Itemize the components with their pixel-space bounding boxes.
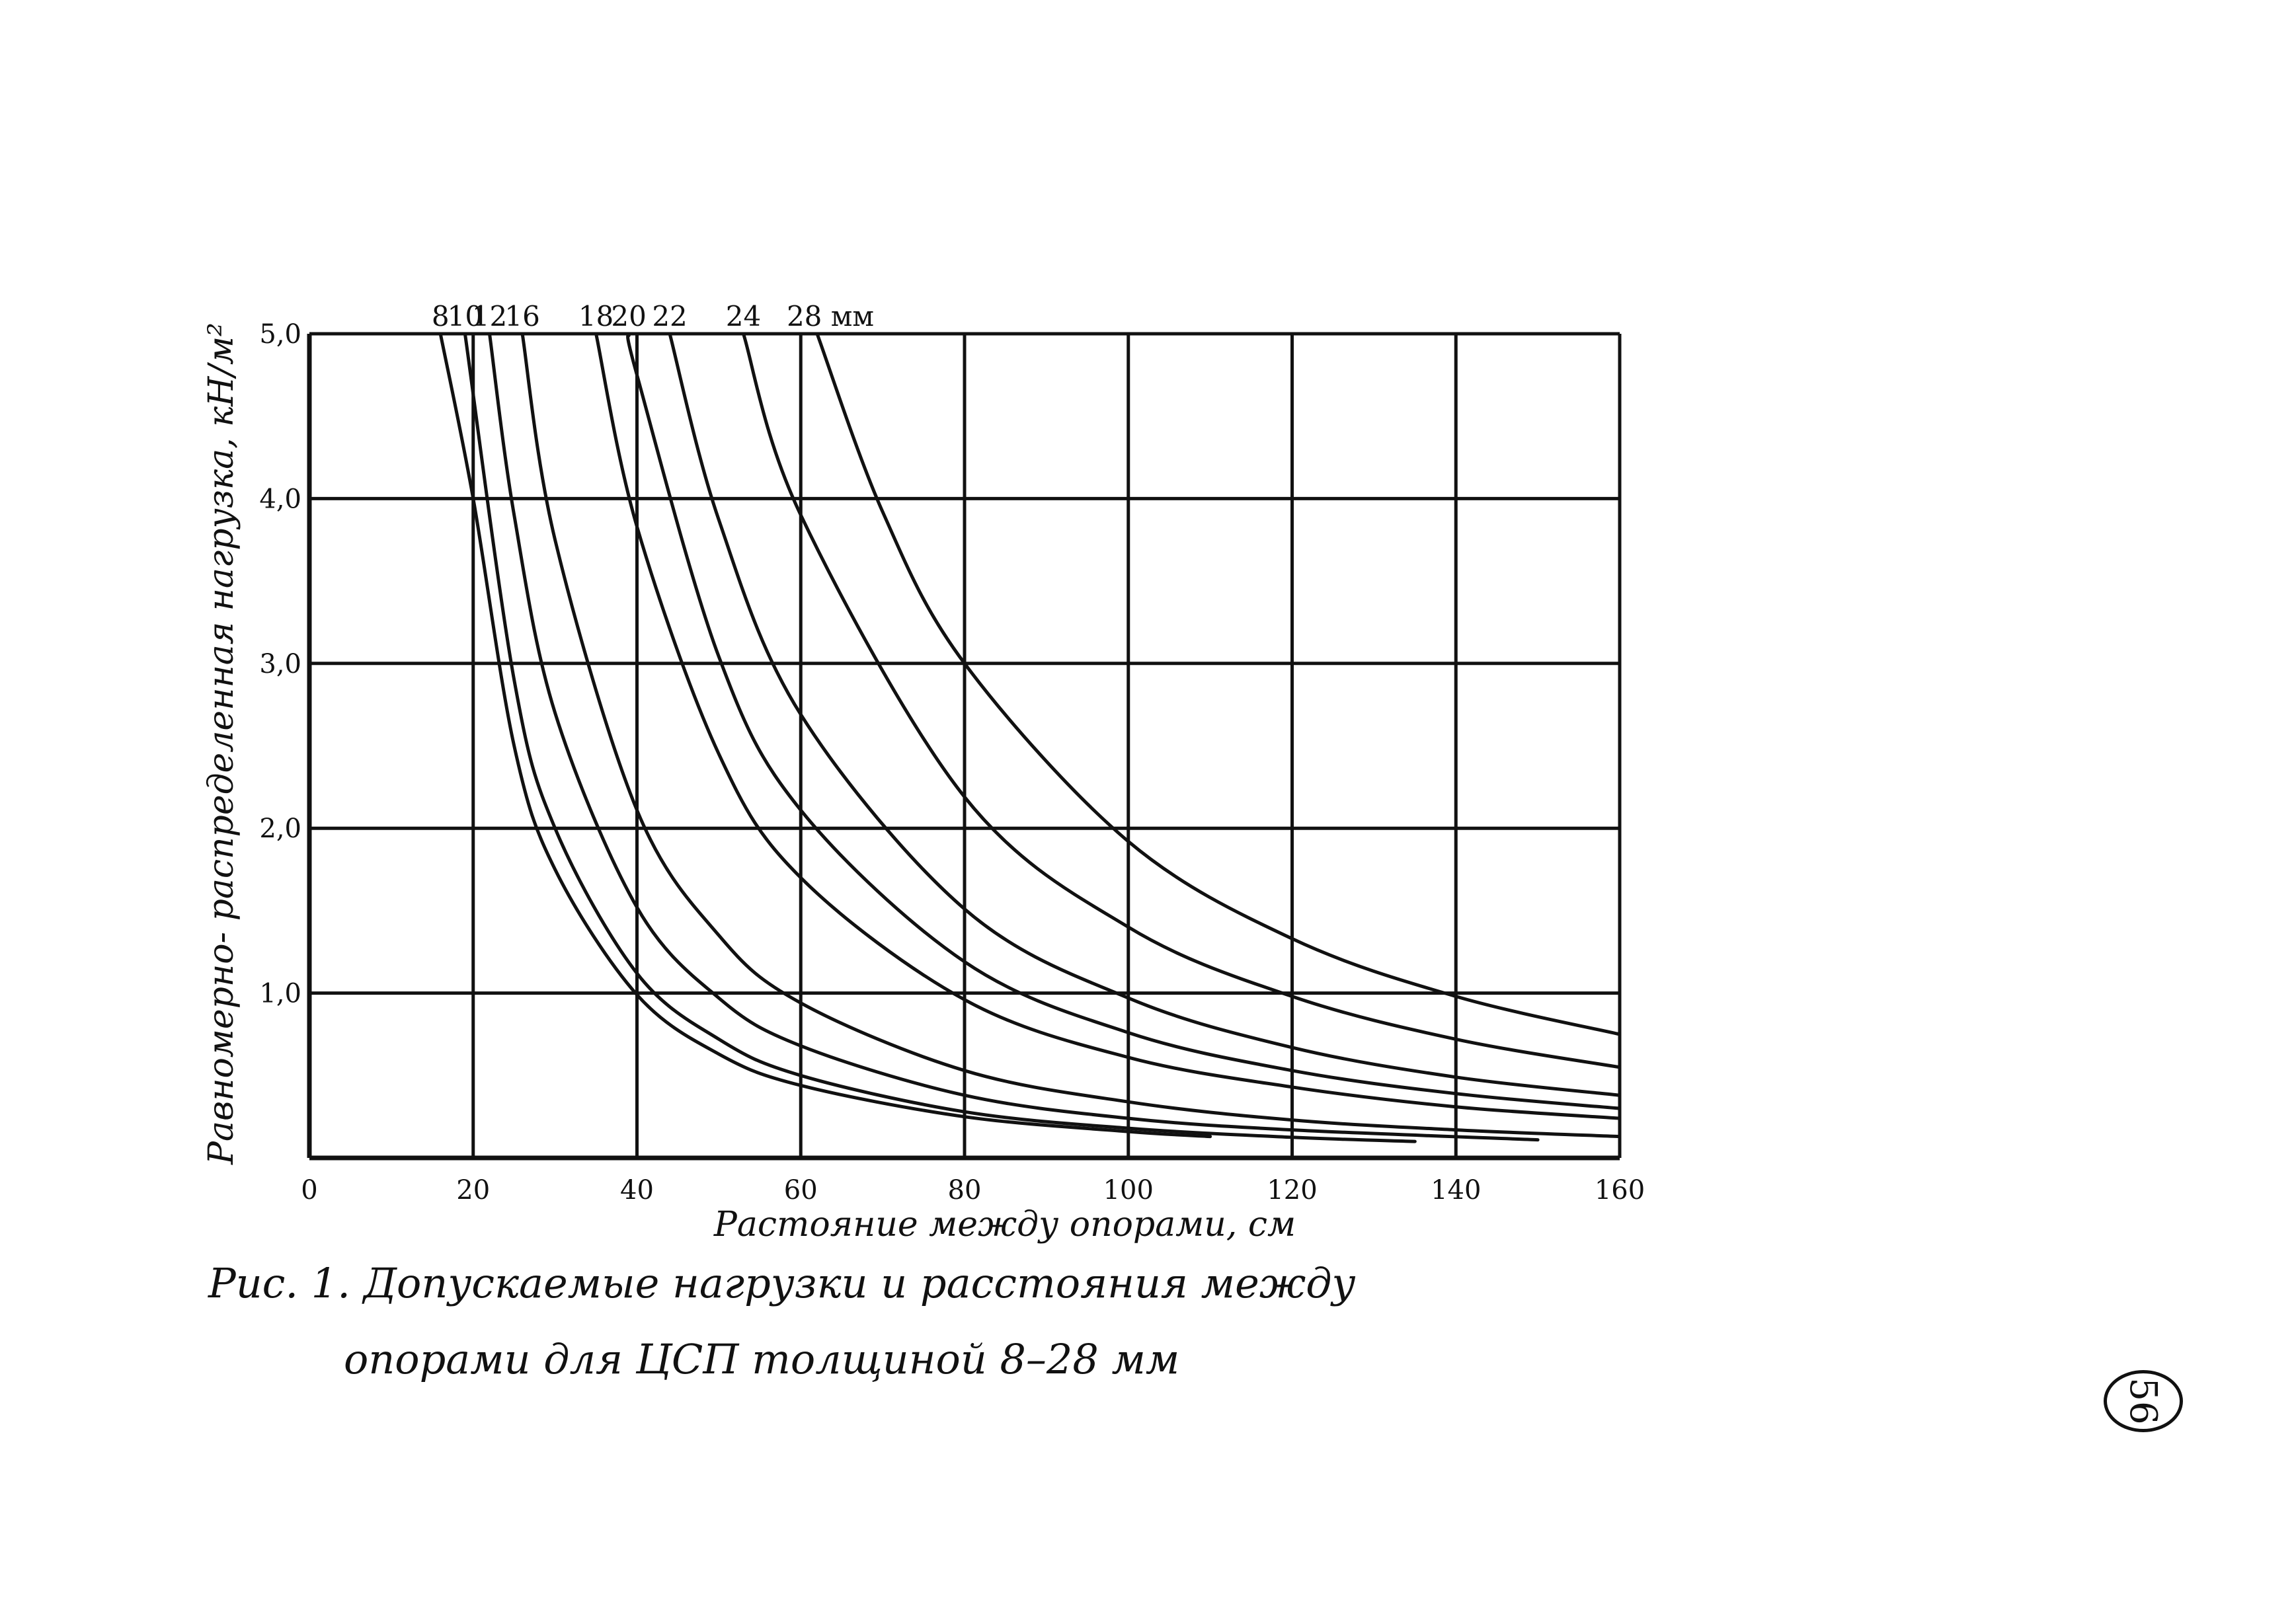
x-axis-title: Растояние между опорами, см bbox=[713, 1205, 1296, 1244]
figure-caption-line-2: опорами для ЦСП толщиной 8–28 мм bbox=[344, 1335, 1180, 1383]
series-line-9 bbox=[815, 332, 1622, 1036]
series-label-3: 12 bbox=[472, 300, 507, 332]
series-line-3 bbox=[488, 332, 1540, 1142]
series-line-1 bbox=[438, 332, 1212, 1139]
x-tick-label: 140 bbox=[1431, 1175, 1481, 1206]
series-line-7 bbox=[668, 332, 1622, 1097]
x-tick-label: 60 bbox=[784, 1175, 818, 1206]
x-tick-label: 0 bbox=[301, 1175, 317, 1206]
tick-labels: 0 20 40 60 80 100 120 140 160 5,0 4,0 3,0 2,0 1,0 bbox=[259, 319, 1645, 1206]
series-label-5: 18 bbox=[578, 300, 614, 332]
series-line-4 bbox=[520, 332, 1622, 1139]
x-tick-label: 80 bbox=[948, 1175, 982, 1206]
series-line-8 bbox=[742, 332, 1622, 1069]
curves bbox=[438, 332, 1622, 1143]
y-tick-label: 1,0 bbox=[259, 979, 301, 1009]
y-axis-title: Равномерно- распределенная нагрузка, кН/… bbox=[202, 323, 241, 1165]
series-label-6: 20 bbox=[611, 300, 646, 332]
y-tick-label: 5,0 bbox=[259, 319, 301, 350]
series-label-2: 10 bbox=[448, 300, 483, 332]
x-tick-label: 160 bbox=[1595, 1175, 1645, 1206]
y-tick-label: 2,0 bbox=[259, 814, 301, 844]
x-tick-label: 100 bbox=[1103, 1175, 1154, 1206]
series-label-8: 24 bbox=[726, 300, 761, 332]
series-line-6 bbox=[626, 332, 1622, 1110]
series-label-7: 22 bbox=[652, 300, 687, 332]
x-tick-label: 120 bbox=[1267, 1175, 1317, 1206]
y-tick-label: 4,0 bbox=[259, 484, 301, 514]
page-number: 56 bbox=[2104, 1370, 2183, 1432]
series-line-5 bbox=[594, 332, 1622, 1120]
series-label-4: 16 bbox=[504, 300, 539, 332]
y-tick-label: 3,0 bbox=[259, 649, 301, 679]
series-label-1: 8 bbox=[432, 300, 450, 332]
series-label-9: 28 мм bbox=[787, 300, 874, 332]
figure-caption-line-1: Рис. 1. Допускаемые нагрузки и расстояни… bbox=[208, 1259, 1356, 1307]
x-tick-label: 40 bbox=[620, 1175, 654, 1206]
x-tick-label: 20 bbox=[456, 1175, 490, 1206]
series-line-2 bbox=[463, 332, 1417, 1143]
